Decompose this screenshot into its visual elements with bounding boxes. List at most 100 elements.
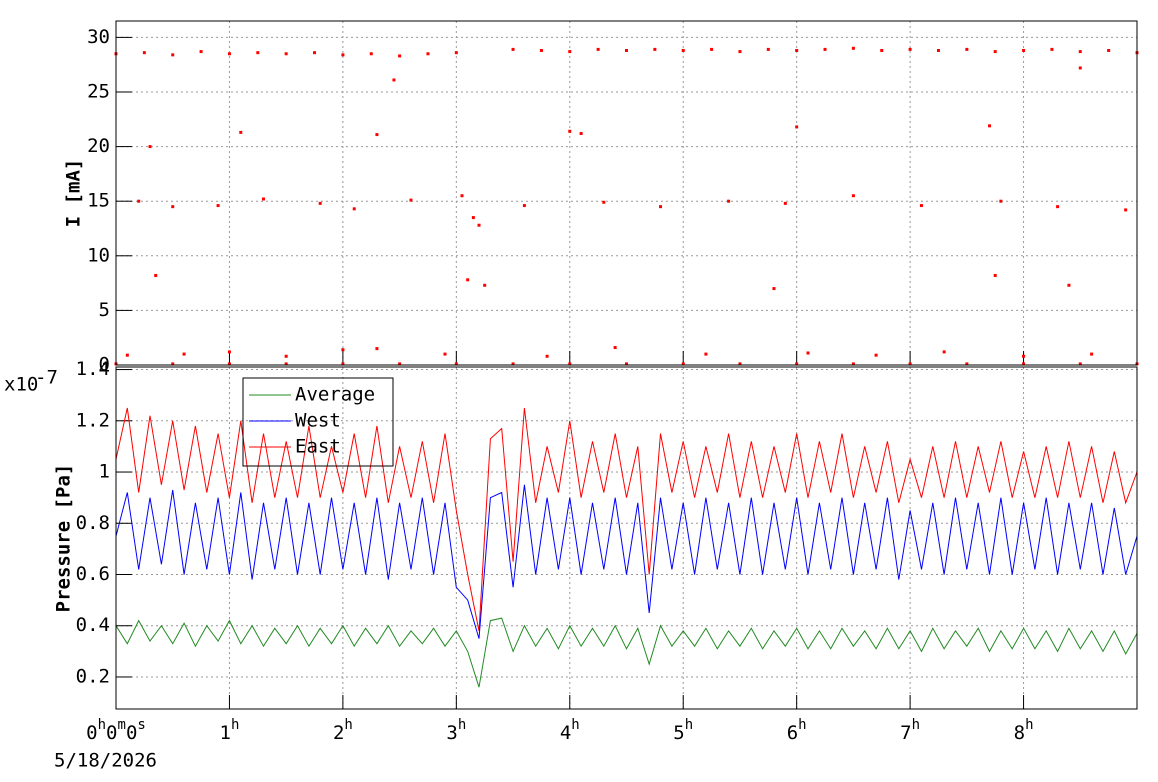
point xyxy=(199,50,203,54)
point xyxy=(352,207,356,211)
point xyxy=(142,51,146,55)
point xyxy=(483,283,487,287)
point xyxy=(216,204,220,208)
y-tick-label: 1 xyxy=(99,461,110,483)
point xyxy=(738,362,742,366)
point xyxy=(993,50,997,54)
point xyxy=(681,48,685,52)
point xyxy=(727,199,731,203)
legend-label: Average xyxy=(295,384,375,406)
point xyxy=(227,350,231,354)
point xyxy=(375,133,379,137)
point xyxy=(511,47,515,51)
point xyxy=(227,52,231,56)
point xyxy=(171,53,175,57)
y-tick-label: 0.2 xyxy=(76,665,110,687)
point xyxy=(1124,208,1128,212)
y-axis-label: I [mA] xyxy=(63,159,85,228)
point xyxy=(880,48,884,52)
point xyxy=(239,130,243,134)
point xyxy=(318,201,322,205)
point xyxy=(806,351,810,355)
legend-label: East xyxy=(295,436,341,458)
y-tick-label: 0 xyxy=(99,354,110,376)
point xyxy=(392,78,396,82)
point xyxy=(653,47,657,51)
point xyxy=(545,354,549,358)
point xyxy=(795,362,799,366)
point xyxy=(341,362,345,366)
point xyxy=(443,352,447,356)
point xyxy=(1078,66,1082,70)
plot-area xyxy=(114,46,1139,366)
point xyxy=(261,197,265,201)
y-multiplier-exponent: -7 xyxy=(35,367,58,389)
point xyxy=(1078,50,1082,54)
point xyxy=(313,51,317,55)
point xyxy=(227,362,231,366)
point xyxy=(1078,362,1082,366)
y-tick-label: 0.6 xyxy=(76,563,110,585)
point xyxy=(154,273,158,277)
point xyxy=(965,362,969,366)
point xyxy=(466,278,470,282)
x-tick-label: 7h xyxy=(900,717,920,744)
point xyxy=(874,353,878,357)
x-tick-label: 2h xyxy=(333,717,353,744)
x-tick-label: 5h xyxy=(673,717,693,744)
point xyxy=(999,199,1003,203)
point xyxy=(681,362,685,366)
point xyxy=(284,354,288,358)
point xyxy=(171,362,175,366)
point xyxy=(341,53,345,57)
point xyxy=(783,201,787,205)
point xyxy=(426,52,430,56)
series-line xyxy=(115,407,1138,631)
point xyxy=(766,47,770,51)
y-tick-label: 10 xyxy=(87,244,110,266)
y-tick-label: 30 xyxy=(87,26,110,48)
y-tick-label: 15 xyxy=(87,190,110,212)
y-multiplier: x10 xyxy=(4,374,38,396)
point xyxy=(704,352,708,356)
frame xyxy=(115,366,1138,710)
point xyxy=(659,205,663,209)
x-tick-label: 1h xyxy=(219,717,239,744)
point xyxy=(171,205,175,209)
point xyxy=(596,47,600,51)
point xyxy=(919,204,923,208)
point xyxy=(1056,205,1060,209)
point xyxy=(125,353,129,357)
y-axis-label: Pressure [Pa] xyxy=(53,464,75,613)
point xyxy=(182,352,186,356)
point xyxy=(1022,354,1026,358)
point xyxy=(511,362,515,366)
plot-area xyxy=(115,407,1138,688)
point xyxy=(851,46,855,50)
point xyxy=(522,204,526,208)
point xyxy=(795,48,799,52)
point xyxy=(1022,362,1026,366)
point xyxy=(284,362,288,366)
point xyxy=(993,273,997,277)
point xyxy=(908,47,912,51)
point xyxy=(772,287,776,291)
point xyxy=(579,131,583,135)
point xyxy=(795,125,799,129)
y-tick-label: 1.2 xyxy=(76,409,110,431)
point xyxy=(851,362,855,366)
point xyxy=(477,223,481,227)
y-tick-label: 0.4 xyxy=(76,614,110,636)
point xyxy=(341,348,345,352)
point xyxy=(398,54,402,58)
legend-label: West xyxy=(295,410,341,432)
frame xyxy=(115,20,1138,366)
point xyxy=(284,52,288,56)
point xyxy=(851,194,855,198)
point xyxy=(568,129,572,133)
x-tick-label: 3h xyxy=(446,717,466,744)
point xyxy=(710,47,714,51)
y-tick-label: 20 xyxy=(87,135,110,157)
point xyxy=(1050,47,1054,51)
